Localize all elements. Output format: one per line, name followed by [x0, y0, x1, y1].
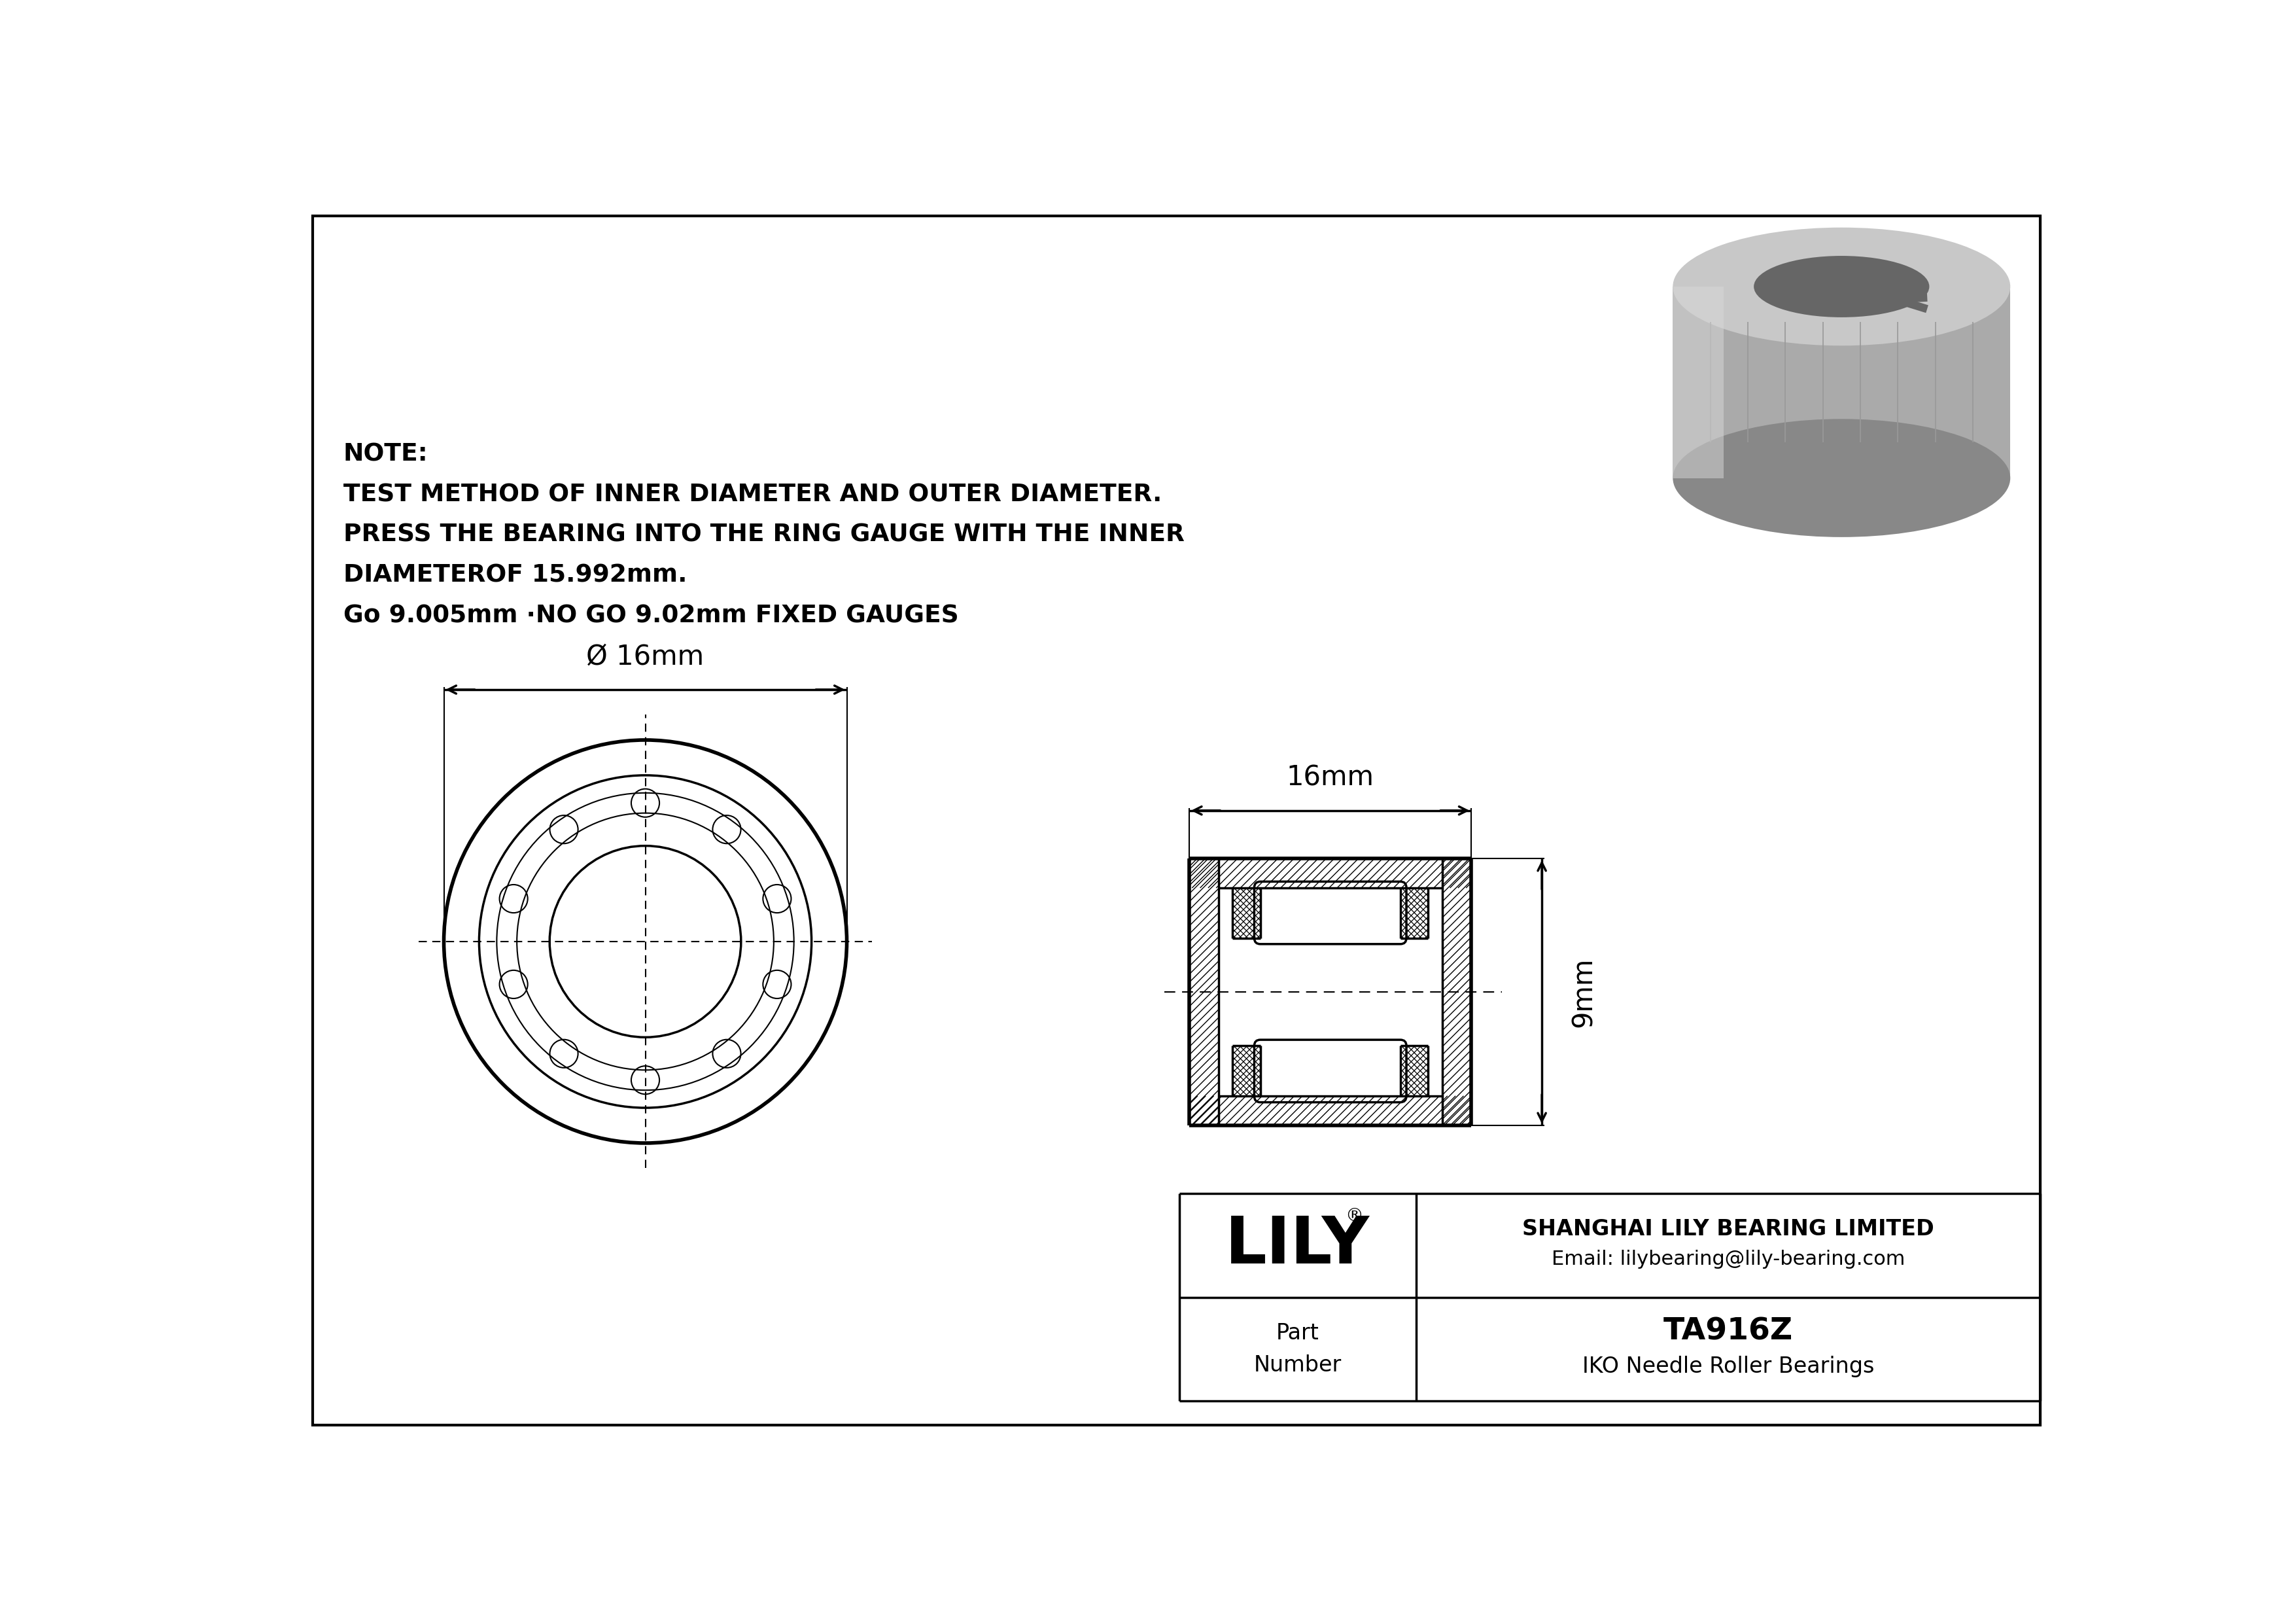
Text: Part
Number: Part Number — [1254, 1322, 1341, 1376]
Text: 9mm: 9mm — [1570, 957, 1598, 1026]
Text: DIAMETEROF 15.992mm.: DIAMETEROF 15.992mm. — [342, 564, 687, 588]
Text: 16mm: 16mm — [1286, 763, 1373, 791]
Ellipse shape — [1674, 227, 2011, 346]
Text: TA916Z: TA916Z — [1662, 1317, 1793, 1346]
Bar — [1674, 286, 2011, 477]
Text: SHANGHAI LILY BEARING LIMITED: SHANGHAI LILY BEARING LIMITED — [1522, 1218, 1933, 1241]
Bar — [1908, 294, 1926, 302]
Text: Email: lilybearing@lily-bearing.com: Email: lilybearing@lily-bearing.com — [1552, 1250, 1906, 1268]
Bar — [1906, 299, 1929, 313]
Text: IKO Needle Roller Bearings: IKO Needle Roller Bearings — [1582, 1356, 1874, 1377]
Ellipse shape — [1674, 419, 2011, 538]
Text: LILY: LILY — [1226, 1213, 1371, 1276]
Text: PRESS THE BEARING INTO THE RING GAUGE WITH THE INNER: PRESS THE BEARING INTO THE RING GAUGE WI… — [342, 523, 1185, 547]
Text: Go 9.005mm ·NO GO 9.02mm FIXED GAUGES: Go 9.005mm ·NO GO 9.02mm FIXED GAUGES — [342, 604, 957, 627]
Text: NOTE:: NOTE: — [342, 443, 427, 466]
Bar — [1903, 283, 1924, 299]
Text: ®: ® — [1345, 1207, 1364, 1224]
Text: TEST METHOD OF INNER DIAMETER AND OUTER DIAMETER.: TEST METHOD OF INNER DIAMETER AND OUTER … — [342, 482, 1162, 507]
Ellipse shape — [1754, 257, 1929, 317]
Text: Ø 16mm: Ø 16mm — [585, 643, 705, 671]
Bar — [1674, 286, 1724, 477]
